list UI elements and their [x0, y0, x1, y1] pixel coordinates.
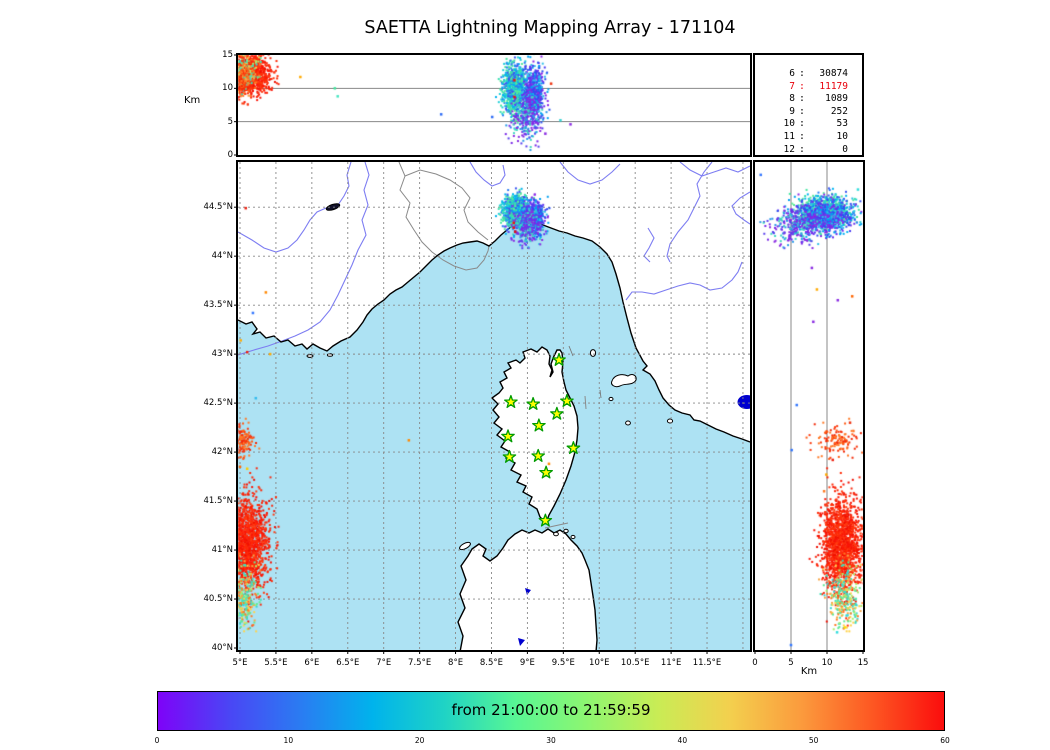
alt-tick-label-right: 15: [857, 658, 869, 668]
altitude-axis-label-right: Km: [800, 666, 818, 677]
altitude-latitude-panel: [753, 160, 865, 652]
alt-tick-label-top: 0: [227, 150, 233, 160]
alt-tick-label-top: 15: [222, 50, 233, 60]
station-count-row: 9:252: [789, 105, 848, 117]
lat-tick-label: 41.5°N: [203, 496, 233, 507]
lat-tick-label: 43°N: [211, 349, 233, 360]
lon-tick-label: 9.5°E: [551, 658, 575, 668]
lon-tick-label: 6.5°E: [336, 658, 360, 668]
station-count-row: 7:11179: [789, 80, 848, 92]
station-count-row: 8:1089: [789, 93, 848, 105]
alt-tick-label-top: 10: [222, 83, 233, 94]
station-count-row: 12:0: [783, 143, 848, 155]
lat-tick-label: 42.5°N: [203, 398, 233, 409]
colorbar-tick-label: 20: [414, 736, 425, 745]
lat-tick-label: 40°N: [211, 643, 233, 653]
lat-tick-label: 40.5°N: [203, 594, 233, 605]
lon-tick-label: 10.5°E: [620, 658, 650, 668]
lat-tick-label: 42°N: [211, 447, 233, 458]
colorbar-tick-label: 50: [808, 736, 819, 745]
colorbar-tick-label: 30: [546, 736, 556, 745]
time-colorbar: [157, 691, 945, 731]
station-count-box: 6:30874 7:11179 8:1089 9:252 10:53 11:10 12:0: [753, 53, 864, 157]
lon-tick-label: 5.5°E: [264, 658, 288, 668]
lat-tick-label: 43.5°N: [203, 300, 233, 311]
colorbar-tick-label: 40: [677, 736, 688, 745]
station-count-row: 6:30874: [789, 68, 848, 79]
lon-tick-label: 6°E: [304, 658, 320, 668]
alt-tick-label-right: 10: [821, 658, 833, 668]
colorbar-tick-label: 60: [940, 736, 950, 745]
lon-tick-label: 11°E: [660, 658, 682, 668]
lon-tick-label: 7.5°E: [408, 658, 432, 668]
lon-tick-label: 10°E: [589, 658, 610, 668]
alt-tick-label-top: 5: [227, 116, 233, 127]
lon-tick-label: 8.5°E: [479, 658, 504, 668]
station-count-row: 11:10: [783, 130, 848, 142]
lon-tick-label: 7°E: [376, 658, 392, 668]
lon-tick-label: 5°E: [232, 658, 248, 668]
colorbar-label: from 21:00:00 to 21:59:59: [451, 701, 651, 719]
lon-tick-label: 11.5°E: [692, 658, 722, 668]
lat-tick-label: 41°N: [211, 545, 233, 556]
alt-tick-label-right: 5: [788, 658, 794, 668]
lon-tick-label: 8°E: [448, 658, 464, 668]
lat-tick-label: 44.5°N: [203, 202, 233, 213]
lat-tick-label: 44°N: [211, 251, 233, 262]
alt-tick-label-right: 0: [752, 658, 758, 668]
altitude-longitude-panel: [236, 53, 752, 157]
station-count-row: 10:53: [783, 118, 848, 130]
colorbar-tick-label: 0: [154, 736, 160, 745]
lon-tick-label: 9°E: [519, 658, 535, 668]
map-panel: [236, 160, 752, 652]
altitude-axis-label-top: Km: [184, 95, 201, 106]
colorbar-tick-label: 10: [283, 736, 294, 745]
